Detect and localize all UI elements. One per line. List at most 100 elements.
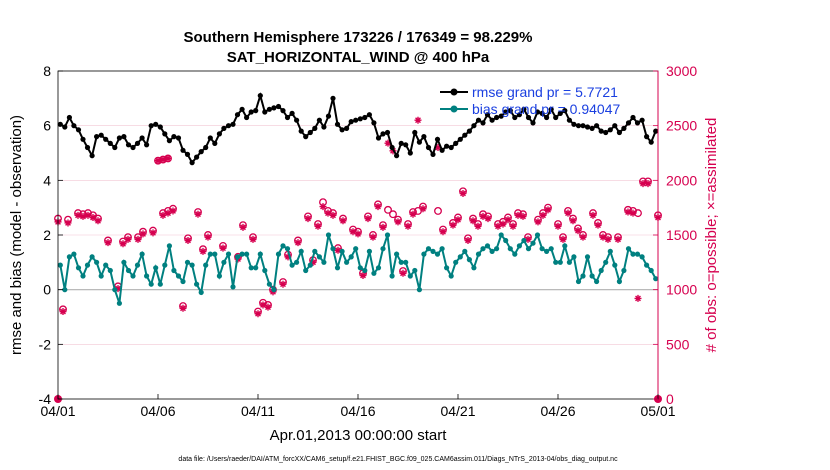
- bias-point: [203, 262, 209, 268]
- rmse-point: [512, 114, 518, 121]
- bias-point: [475, 251, 482, 257]
- obs-assimilated-marker: [319, 203, 327, 211]
- rmse-point: [416, 139, 422, 145]
- rmse-point: [553, 114, 559, 121]
- bias-point: [321, 259, 327, 265]
- bias-point: [153, 265, 159, 271]
- bias-point: [212, 251, 218, 257]
- bias-point: [489, 248, 495, 254]
- bias-point: [453, 259, 459, 265]
- rmse-point: [280, 108, 286, 114]
- rmse-point: [534, 109, 541, 115]
- rmse-point: [439, 147, 445, 153]
- rmse-point: [384, 129, 391, 136]
- legend-rmse-label: rmse grand pr = 5.7721: [472, 84, 618, 100]
- bias-point: [134, 262, 141, 268]
- rmse-point: [648, 139, 654, 145]
- bias-point: [448, 273, 454, 279]
- bias-point: [180, 278, 186, 285]
- rmse-point: [75, 127, 82, 133]
- bias-point: [562, 243, 568, 249]
- obs-assimilated-marker: [369, 233, 377, 241]
- bias-point: [439, 246, 445, 252]
- rmse-point: [471, 123, 477, 129]
- rmse-point: [616, 129, 623, 136]
- obs-assimilated-marker: [629, 209, 637, 217]
- bias-point: [380, 246, 386, 252]
- bias-point: [639, 254, 645, 260]
- rmse-point: [348, 119, 354, 125]
- rmse-point: [653, 128, 659, 134]
- rmse-point: [580, 123, 586, 129]
- obs-assimilated-marker: [589, 211, 597, 219]
- obs-assimilated-marker: [364, 215, 372, 223]
- obs-assimilated-marker: [159, 156, 167, 164]
- obs-assimilated-marker: [564, 209, 572, 217]
- obs-assimilated-marker: [479, 212, 487, 220]
- left-y-tick-label: 4: [43, 172, 51, 188]
- obs-assimilated-marker: [194, 210, 202, 218]
- rmse-point: [530, 120, 536, 126]
- obs-assimilated-marker: [474, 222, 482, 230]
- bias-point: [366, 248, 372, 254]
- left-y-tick-label: -2: [39, 336, 52, 352]
- bias-point: [184, 259, 191, 265]
- rmse-point: [480, 120, 486, 126]
- bias-point: [425, 246, 432, 252]
- bias-point: [457, 254, 463, 260]
- rmse-point: [221, 125, 227, 131]
- rmse-point: [175, 135, 182, 141]
- rmse-point: [339, 127, 345, 133]
- right-y-axis-label: # of obs: o=possible; ×=assimilated: [703, 118, 720, 353]
- rmse-point: [394, 153, 400, 159]
- bias-point: [598, 267, 604, 274]
- right-y-tick-label: 3000: [666, 63, 697, 79]
- x-tick-label: 04/01: [40, 403, 75, 419]
- rmse-point: [448, 144, 454, 151]
- obs-possible-marker: [389, 210, 397, 219]
- bias-point: [375, 265, 382, 271]
- bias-point: [253, 265, 259, 271]
- bias-point: [612, 262, 618, 268]
- bias-point: [221, 259, 227, 265]
- left-y-tick-label: 6: [43, 118, 51, 134]
- legend-bias-marker: [450, 105, 458, 113]
- rmse-point: [598, 128, 604, 134]
- obs-assimilated-marker: [284, 253, 292, 261]
- bias-point: [371, 270, 377, 276]
- rmse-point: [189, 160, 195, 166]
- bias-point: [103, 262, 109, 268]
- bias-point: [534, 232, 541, 238]
- rmse-point: [84, 144, 91, 151]
- bias-point: [566, 259, 573, 265]
- obs-assimilated-marker: [254, 310, 262, 318]
- obs-assimilated-marker: [504, 216, 512, 224]
- rmse-point: [103, 136, 109, 142]
- obs-assimilated-marker: [64, 219, 72, 227]
- obs-assimilated-marker: [454, 216, 462, 224]
- obs-assimilated-marker: [414, 116, 422, 124]
- obs-assimilated-marker: [169, 207, 177, 215]
- bias-point: [80, 273, 86, 279]
- x-tick-label: 04/11: [241, 403, 275, 419]
- rmse-point: [644, 134, 650, 140]
- obs-assimilated-marker: [339, 217, 347, 225]
- bias-point: [525, 246, 532, 252]
- bias-point: [312, 248, 318, 254]
- bias-point: [416, 287, 422, 293]
- obs-assimilated-marker: [314, 222, 322, 230]
- obs-assimilated-marker: [159, 211, 167, 219]
- bias-point: [348, 254, 354, 260]
- left-y-axis-label: rmse and bias (model - observation): [8, 115, 25, 355]
- bias-point: [239, 251, 245, 257]
- rmse-point: [603, 129, 609, 136]
- bias-point: [616, 278, 623, 285]
- bias-point: [289, 262, 295, 268]
- bias-point: [653, 276, 659, 282]
- obs-assimilated-marker: [544, 206, 552, 214]
- rmse-point: [407, 150, 413, 156]
- bias-point: [571, 254, 577, 260]
- bias-point: [484, 243, 491, 249]
- x-axis-label: Apr.01,2013 00:00:00 start: [270, 427, 448, 444]
- left-y-tick-label: 0: [43, 282, 51, 298]
